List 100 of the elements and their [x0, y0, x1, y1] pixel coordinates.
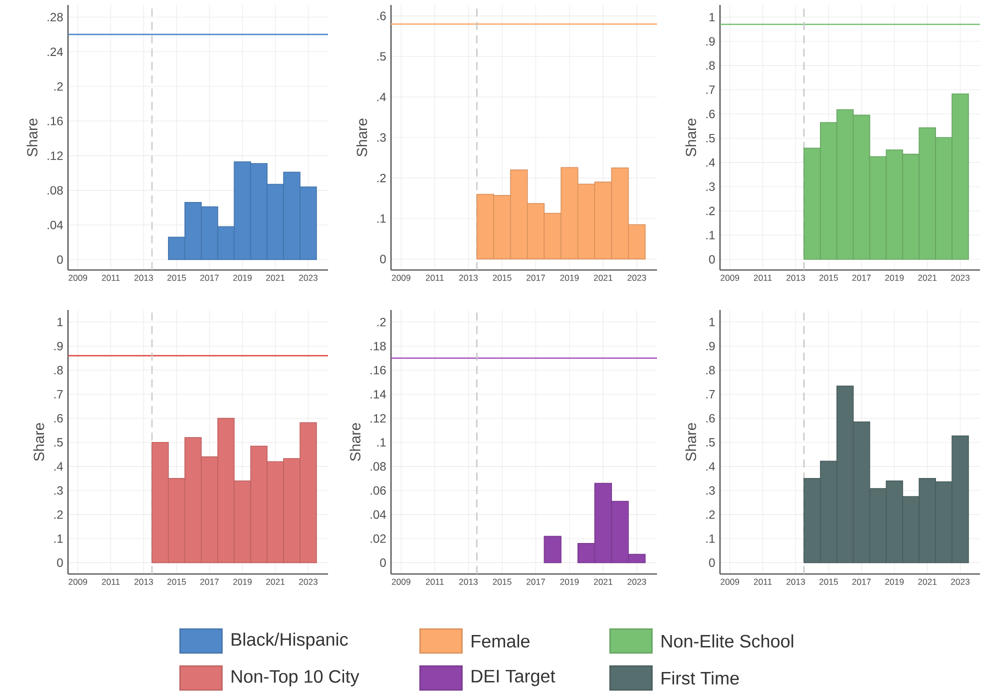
- y-tick-label: .9: [706, 342, 715, 350]
- y-tick-label: .9: [706, 37, 715, 46]
- x-tick-label: 2019: [885, 578, 904, 585]
- x-tick-label: 2011: [754, 274, 772, 281]
- y-tick-label: .1: [377, 214, 386, 223]
- x-tick-label: 2017: [200, 578, 219, 585]
- y-tick-label: .02: [370, 534, 386, 543]
- y-tick-label: .08: [48, 186, 63, 195]
- y-axis-title: Share: [356, 118, 368, 156]
- y-tick-label: .5: [54, 438, 63, 447]
- x-tick-label: 2015: [819, 578, 838, 585]
- x-tick-label: 2011: [426, 578, 444, 585]
- x-tick-label: 2021: [594, 274, 612, 281]
- y-tick-label: 0: [380, 254, 386, 264]
- legend-label: Non-Elite School: [662, 634, 794, 648]
- y-tick-label: .4: [54, 462, 63, 471]
- x-tick-label: 2023: [628, 274, 646, 281]
- x-tick-label: 2011: [102, 578, 120, 585]
- x-tick-label: 2017: [852, 578, 871, 585]
- y-axis-title: Share: [350, 423, 360, 461]
- x-tick-label: 2023: [299, 578, 318, 585]
- x-tick-label: 2015: [167, 578, 186, 585]
- x-tick-label: 2013: [459, 578, 478, 585]
- y-tick-label: .6: [54, 414, 63, 423]
- y-tick-label: 0: [380, 558, 386, 567]
- y-axis-title: Share: [685, 423, 696, 461]
- x-tick-label: 2019: [560, 274, 579, 281]
- x-tick-label: 2015: [167, 274, 186, 281]
- y-tick-label: .2: [54, 82, 63, 91]
- y-tick-label: .04: [48, 220, 63, 230]
- y-tick-label: .2: [706, 510, 715, 519]
- y-tick-label: .4: [377, 92, 386, 102]
- y-axis-title: Share: [685, 118, 696, 156]
- y-tick-label: .12: [370, 414, 386, 422]
- y-tick-label: .2: [377, 174, 386, 182]
- y-tick-label: .6: [706, 414, 715, 423]
- y-tick-label: .7: [706, 390, 715, 398]
- x-tick-label: 2019: [233, 274, 252, 281]
- x-tick-label: 2009: [392, 578, 410, 585]
- y-tick-label: .06: [370, 486, 386, 495]
- legend-label: DEI Target: [472, 670, 556, 686]
- y-tick-label: .18: [370, 342, 386, 350]
- y-tick-label: 1: [58, 318, 63, 326]
- y-tick-label: .1: [706, 230, 715, 240]
- y-tick-label: .9: [54, 342, 63, 350]
- y-tick-label: .4: [706, 158, 715, 167]
- y-tick-label: 0: [709, 255, 715, 264]
- y-tick-label: 1: [710, 12, 715, 22]
- x-tick-label: 2011: [426, 274, 444, 281]
- x-tick-label: 2009: [720, 274, 740, 281]
- x-tick-label: 2013: [134, 274, 153, 281]
- y-tick-label: .8: [706, 61, 715, 70]
- y-tick-label: .16: [370, 366, 386, 374]
- x-tick-label: 2009: [68, 578, 88, 585]
- y-tick-label: .5: [377, 52, 386, 61]
- y-tick-label: .4: [706, 462, 715, 471]
- x-tick-label: 2009: [720, 578, 740, 585]
- y-axis-title: Share: [33, 423, 44, 461]
- y-tick-label: .8: [706, 366, 715, 374]
- y-tick-label: 1: [710, 318, 715, 326]
- x-tick-label: 2015: [492, 274, 512, 281]
- y-tick-label: .6: [706, 110, 715, 118]
- legend-label: Black/Hispanic: [232, 632, 348, 650]
- legend-label: Non-Top 10 City: [232, 670, 360, 686]
- y-tick-label: 0: [57, 558, 63, 567]
- x-tick-label: 2017: [526, 274, 545, 281]
- x-tick-label: 2015: [492, 578, 512, 585]
- x-tick-label: 2019: [560, 578, 579, 585]
- x-tick-label: 2023: [628, 578, 646, 585]
- x-tick-label: 2021: [266, 578, 285, 585]
- x-tick-label: 2021: [918, 274, 937, 281]
- y-tick-label: .1: [377, 438, 386, 446]
- x-tick-label: 2019: [885, 274, 904, 281]
- legend-label: Female: [472, 634, 530, 648]
- x-tick-label: 2017: [200, 274, 219, 281]
- x-tick-label: 2019: [233, 578, 252, 585]
- y-tick-label: .24: [48, 48, 63, 56]
- y-tick-label: .16: [48, 116, 63, 126]
- y-tick-label: .2: [54, 510, 63, 519]
- y-tick-label: .5: [706, 438, 715, 447]
- x-tick-label: 2009: [68, 274, 88, 281]
- y-tick-label: .3: [377, 133, 386, 142]
- y-tick-label: .14: [370, 390, 386, 398]
- x-tick-label: 2009: [392, 274, 410, 281]
- x-tick-label: 2013: [134, 578, 153, 585]
- y-tick-label: .7: [706, 86, 715, 94]
- y-tick-label: .6: [377, 12, 386, 20]
- x-tick-label: 2023: [299, 274, 318, 281]
- x-tick-label: 2013: [786, 578, 805, 585]
- x-tick-label: 2011: [754, 578, 772, 585]
- x-tick-label: 2013: [786, 274, 805, 281]
- y-tick-label: 0: [709, 558, 715, 567]
- x-tick-label: 2023: [951, 578, 970, 585]
- x-tick-label: 2011: [102, 274, 120, 281]
- legend-label: First Time: [662, 671, 739, 685]
- y-tick-label: .3: [706, 486, 715, 495]
- x-tick-label: 2015: [819, 274, 838, 281]
- x-tick-label: 2021: [266, 274, 285, 281]
- y-tick-label: .28: [48, 12, 63, 22]
- y-tick-label: .8: [54, 366, 63, 374]
